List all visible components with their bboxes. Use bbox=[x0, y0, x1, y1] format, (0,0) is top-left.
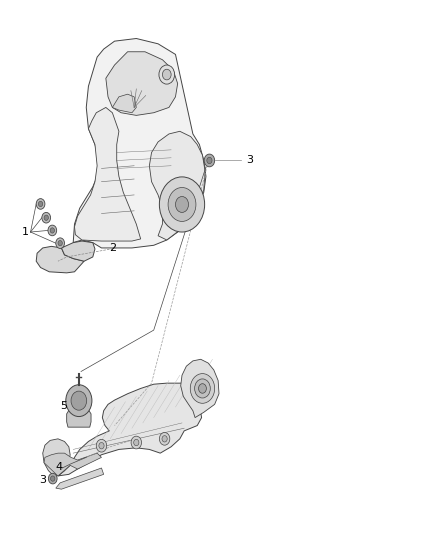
Circle shape bbox=[50, 228, 54, 233]
Polygon shape bbox=[58, 383, 201, 476]
Circle shape bbox=[176, 197, 188, 213]
Circle shape bbox=[131, 436, 141, 449]
Circle shape bbox=[36, 199, 45, 209]
Polygon shape bbox=[44, 453, 102, 476]
Polygon shape bbox=[113, 94, 136, 113]
Polygon shape bbox=[106, 52, 178, 115]
Polygon shape bbox=[36, 246, 84, 273]
Circle shape bbox=[44, 215, 48, 220]
Text: 2: 2 bbox=[109, 243, 116, 253]
Circle shape bbox=[71, 391, 87, 410]
Circle shape bbox=[42, 213, 50, 223]
Text: 3: 3 bbox=[246, 156, 253, 165]
Circle shape bbox=[168, 188, 196, 221]
Circle shape bbox=[207, 157, 212, 164]
Circle shape bbox=[39, 201, 43, 207]
Text: 3: 3 bbox=[39, 475, 46, 484]
Circle shape bbox=[96, 439, 107, 452]
Circle shape bbox=[58, 240, 62, 246]
Circle shape bbox=[159, 65, 175, 84]
Text: 4: 4 bbox=[55, 462, 62, 472]
Circle shape bbox=[48, 473, 57, 484]
Polygon shape bbox=[181, 359, 219, 418]
Text: 5: 5 bbox=[60, 401, 67, 411]
Circle shape bbox=[190, 374, 215, 403]
Polygon shape bbox=[43, 439, 70, 476]
Polygon shape bbox=[149, 131, 205, 240]
Circle shape bbox=[204, 154, 215, 167]
Polygon shape bbox=[56, 468, 104, 489]
Circle shape bbox=[134, 439, 139, 446]
Polygon shape bbox=[61, 241, 95, 261]
Circle shape bbox=[50, 476, 55, 481]
Polygon shape bbox=[73, 38, 206, 248]
Circle shape bbox=[66, 385, 92, 417]
Polygon shape bbox=[74, 108, 141, 241]
Circle shape bbox=[48, 225, 57, 236]
Circle shape bbox=[56, 238, 64, 248]
Circle shape bbox=[159, 432, 170, 445]
Circle shape bbox=[162, 69, 171, 80]
Circle shape bbox=[162, 435, 167, 442]
Polygon shape bbox=[67, 410, 91, 427]
Circle shape bbox=[194, 379, 210, 398]
Circle shape bbox=[198, 384, 206, 393]
Text: 1: 1 bbox=[22, 227, 29, 237]
Circle shape bbox=[99, 442, 104, 449]
Circle shape bbox=[159, 177, 205, 232]
